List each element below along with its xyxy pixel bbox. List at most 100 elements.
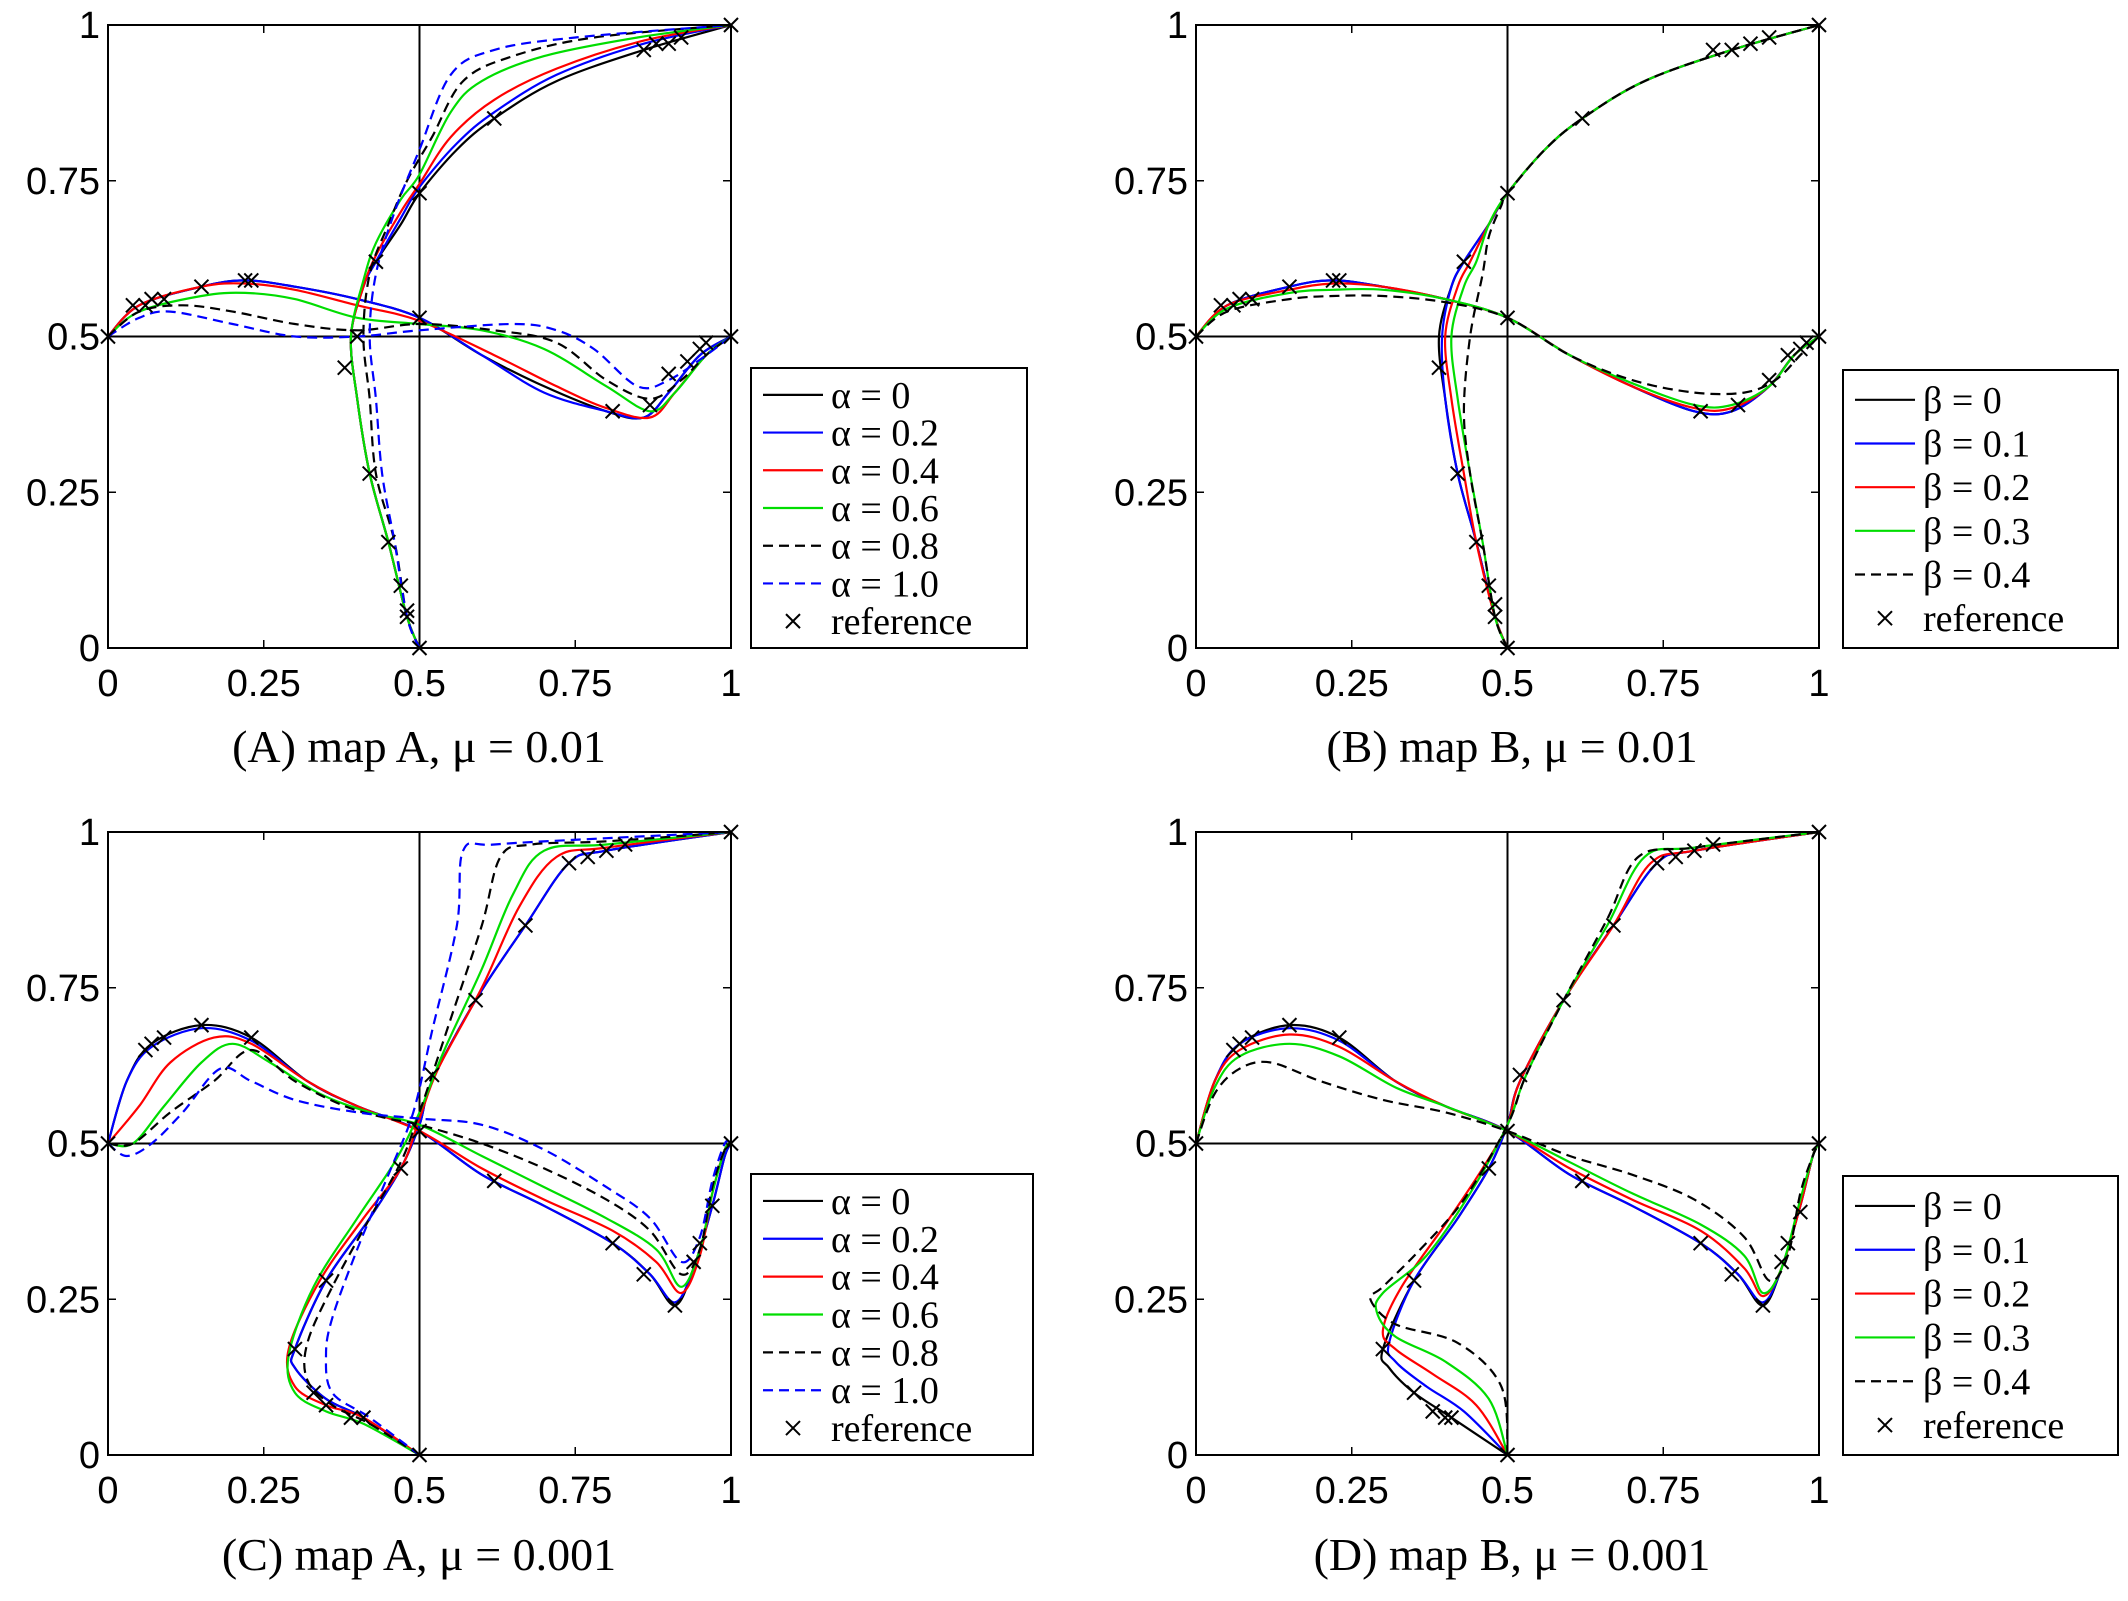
legend-label: α = 1.0 (831, 1370, 939, 1412)
legend-label: α = 0.8 (831, 1332, 939, 1374)
legend-label: α = 0.6 (831, 488, 939, 530)
y-tick-label: 0.75 (1114, 968, 1188, 1010)
reference-marker (1780, 347, 1796, 363)
x-tick-label: 0.75 (1626, 663, 1700, 705)
reference-marker (318, 1272, 334, 1289)
legend-label: β = 0.2 (1923, 1274, 2030, 1316)
reference-marker (393, 577, 409, 594)
reference-marker (561, 855, 577, 871)
reference-marker (243, 272, 259, 289)
legend-label: α = 1.0 (831, 563, 939, 605)
legend-label: β = 0 (1923, 380, 2002, 422)
panel-caption: (A) map A, μ = 0.01 (232, 721, 606, 772)
reference-marker (1431, 359, 1447, 376)
reference-marker (673, 29, 689, 46)
x-tick-label: 0.5 (393, 1470, 446, 1512)
reference-marker (318, 1397, 334, 1413)
series-line-5-branch-1 (324, 830, 732, 1456)
reference-marker (399, 609, 415, 625)
series-line-3-branch-1 (349, 23, 732, 649)
reference-marker (1443, 1409, 1460, 1426)
reference-marker (399, 602, 415, 619)
y-tick-label: 0 (1167, 628, 1188, 670)
reference-marker (368, 254, 384, 270)
reference-marker (1742, 35, 1759, 52)
y-tick-label: 0.5 (1135, 317, 1188, 359)
reference-marker (361, 465, 378, 482)
reference-marker (1512, 1067, 1528, 1083)
legend-label: α = 0.2 (831, 1219, 939, 1261)
y-tick-label: 1 (79, 5, 100, 47)
series-line-4-branch-0 (107, 1048, 732, 1276)
y-tick-label: 1 (1167, 812, 1188, 854)
reference-marker (1244, 291, 1260, 307)
legend-marker (1877, 610, 1893, 626)
reference-marker (1481, 1160, 1497, 1177)
reference-marker (411, 310, 428, 326)
reference-marker (660, 35, 677, 52)
reference-marker (243, 1029, 259, 1046)
legend-label: α = 0 (831, 375, 910, 417)
reference-marker (1798, 335, 1815, 351)
reference-marker (1244, 1029, 1260, 1046)
reference-marker (156, 291, 172, 307)
reference-marker (1761, 29, 1777, 46)
panel-caption: (B) map B, μ = 0.01 (1326, 721, 1697, 772)
legend-label: reference (1923, 1405, 2064, 1447)
reference-marker (580, 849, 596, 865)
legend-label: β = 0 (1923, 1186, 2002, 1228)
reference-marker (1692, 403, 1709, 419)
x-tick-label: 0.75 (538, 1470, 612, 1512)
reference-marker (660, 366, 677, 382)
legend: α = 0α = 0.2α = 0.4α = 0.6α = 0.8α = 1.0… (750, 1173, 1034, 1456)
series-line-3-branch-1 (286, 830, 732, 1456)
legend: β = 0β = 0.1β = 0.2β = 0.3β = 0.4referen… (1842, 1175, 2119, 1456)
reference-marker (598, 842, 615, 859)
reference-marker (648, 35, 664, 52)
plot-frame (107, 24, 732, 649)
y-tick-label: 0.5 (47, 317, 100, 359)
reference-marker (1231, 291, 1248, 307)
legend-marker (1877, 1417, 1893, 1433)
y-tick-label: 0.25 (1114, 1279, 1188, 1321)
reference-marker (1555, 992, 1572, 1008)
reference-marker (617, 836, 633, 853)
reference-marker (486, 1173, 502, 1189)
reference-marker (237, 272, 253, 289)
legend-label: β = 0.4 (1923, 1361, 2030, 1403)
legend: α = 0α = 0.2α = 0.4α = 0.6α = 0.8α = 1.0… (750, 367, 1028, 649)
reference-marker (1331, 272, 1347, 289)
reference-marker (604, 1235, 621, 1251)
reference-marker (1724, 42, 1740, 58)
y-tick-label: 0.25 (26, 1279, 100, 1321)
reference-marker (1213, 297, 1229, 314)
reference-marker (343, 1409, 359, 1426)
legend-label: β = 0.3 (1923, 1317, 2030, 1359)
reference-marker (193, 1017, 210, 1033)
reference-marker (685, 1254, 702, 1270)
reference-marker (517, 917, 534, 934)
reference-marker (411, 185, 428, 201)
reference-marker (156, 1029, 172, 1046)
reference-marker (193, 278, 210, 295)
x-tick-label: 1 (720, 663, 741, 705)
x-tick-label: 0.25 (227, 663, 301, 705)
legend-marker (785, 613, 801, 629)
series-line-3-branch-0 (1194, 1042, 1820, 1295)
reference-marker (1375, 1341, 1391, 1357)
series-line-4-branch-1 (1462, 23, 1820, 649)
x-tick-label: 0.25 (1315, 1470, 1389, 1512)
x-tick-label: 1 (720, 1470, 741, 1512)
reference-marker (1456, 254, 1472, 270)
plot-frame (107, 831, 732, 1456)
reference-marker (636, 1266, 652, 1283)
legend-label: β = 0.3 (1923, 511, 2030, 553)
x-tick-label: 0.25 (227, 1470, 301, 1512)
x-tick-label: 0 (97, 1470, 118, 1512)
legend-label: α = 0 (831, 1181, 910, 1223)
reference-marker (1730, 397, 1746, 413)
reference-marker (692, 1235, 708, 1251)
reference-marker (1705, 836, 1721, 853)
